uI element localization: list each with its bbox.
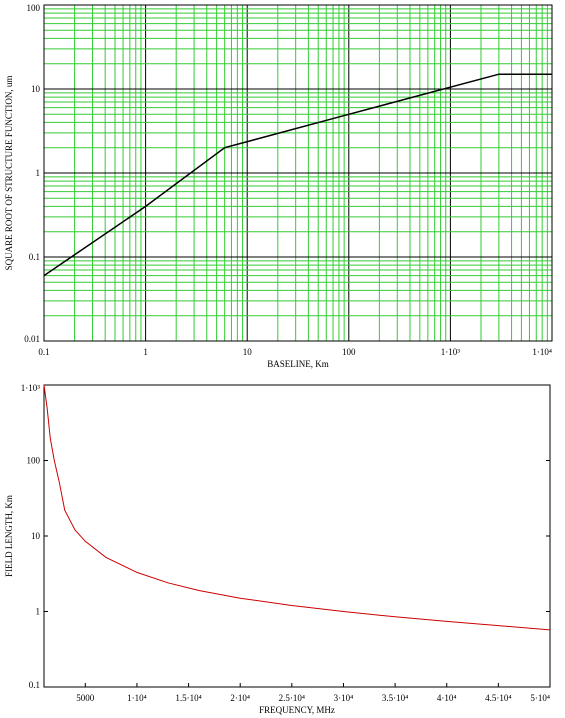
y-tick-label: 0.1 (29, 252, 40, 262)
y-tick-label: 0.1 (29, 680, 40, 690)
chart2-series-line (43, 384, 551, 631)
x-tick-label: 3.5·10⁴ (382, 693, 408, 703)
x-tick-label: 4.5·10⁴ (485, 693, 511, 703)
chart2-x-axis-label: FREQUENCY, MHz (259, 705, 335, 715)
chart1-series-line (43, 73, 552, 277)
x-tick-label: 1·10³ (441, 347, 460, 357)
x-tick-label: 1·10⁴ (127, 693, 147, 703)
x-tick-label: 100 (342, 347, 356, 357)
x-tick-label: 2.5·10⁴ (279, 693, 305, 703)
x-tick-label: 3·10⁴ (334, 693, 354, 703)
structure-function-chart: 0.1 1 10 100 1·10³ 1·10⁴ 0.01 0.1 1 10 100 BASELIN… (4, 3, 553, 369)
x-tick-label: 10 (243, 347, 253, 357)
chart2-tick-labels: 5000 1·10⁴ 1.5·10⁴ 2·10⁴ 2.5·10⁴ 3·10⁴ 3.5·10⁴… (21, 383, 551, 703)
y-tick-label: 10 (31, 531, 41, 541)
chart2-plot-frame (43, 384, 551, 688)
x-tick-label: 1.5·10⁴ (175, 693, 201, 703)
x-tick-label: 5·10⁴ (530, 693, 550, 703)
chart1-tick-labels: 0.1 1 10 100 1·10³ 1·10⁴ 0.01 0.1 1 10 100 (24, 3, 552, 357)
chart1-plot-frame (43, 4, 553, 342)
y-tick-label: 10 (31, 84, 41, 94)
chart1-grid (43, 4, 553, 342)
x-tick-label: 1 (143, 347, 148, 357)
y-tick-label: 0.01 (24, 334, 40, 344)
x-tick-label: 5000 (76, 693, 95, 703)
x-tick-label: 0.1 (38, 347, 49, 357)
y-tick-label: 100 (27, 3, 41, 13)
x-tick-label: 4·10⁴ (437, 693, 457, 703)
x-tick-label: 1·10⁴ (532, 347, 552, 357)
x-tick-label: 2·10⁴ (230, 693, 250, 703)
chart1-y-axis-label: SQUARE ROOT OF STRUCTURE FUNCTION, um (4, 76, 14, 271)
y-tick-label: 100 (27, 456, 41, 466)
chart2-y-axis-label: FIELD LENGTH, Km (4, 495, 14, 577)
y-tick-label: 1·10³ (21, 383, 40, 393)
y-tick-label: 1 (36, 168, 41, 178)
field-length-chart: 5000 1·10⁴ 1.5·10⁴ 2·10⁴ 2.5·10⁴ 3·10⁴ 3.5·10⁴… (4, 383, 551, 715)
chart1-x-axis-label: BASELINE, Km (267, 359, 329, 369)
y-tick-label: 1 (36, 607, 41, 617)
